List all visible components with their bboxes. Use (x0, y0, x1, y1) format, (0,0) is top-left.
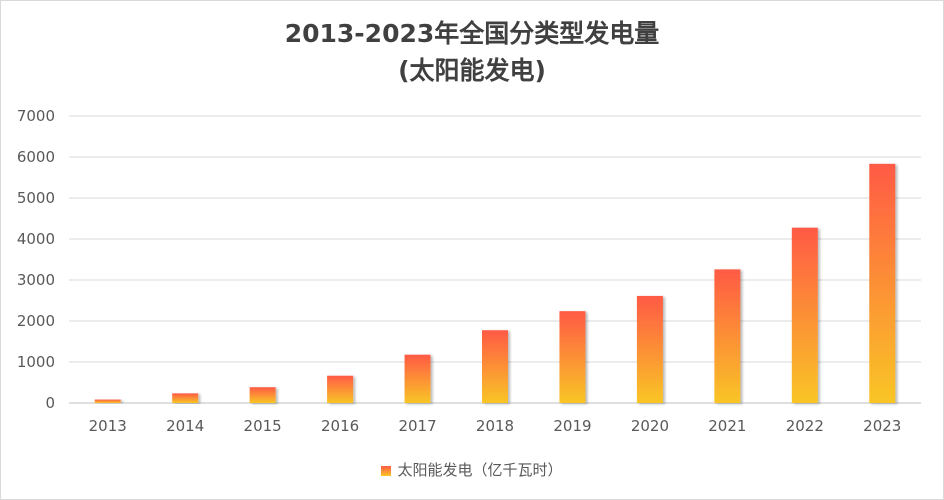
chart-title: 2013-2023年全国分类型发电量 (太阳能发电) (1, 15, 943, 89)
legend: 太阳能发电（亿千瓦时） (1, 459, 943, 480)
x-axis-ticks: 2013 2014 2015 2016 2017 2018 2019 2020 2021 2022… (89, 417, 902, 435)
x-tick-label: 2013 (89, 417, 127, 435)
y-axis-ticks: 0 1000 2000 3000 4000 5000 6000 7000 (17, 107, 55, 412)
bar-2023 (869, 163, 896, 403)
x-tick-label: 2016 (321, 417, 359, 435)
y-tick-label: 7000 (17, 107, 55, 125)
x-tick-label: 2022 (786, 417, 824, 435)
legend-label: 太阳能发电（亿千瓦时） (397, 461, 563, 479)
y-tick-label: 1000 (17, 353, 55, 371)
bar-2019 (559, 311, 586, 403)
x-tick-label: 2014 (166, 417, 204, 435)
bar-2021 (714, 269, 741, 403)
chart-title-line-1: 2013-2023年全国分类型发电量 (284, 19, 660, 48)
y-tick-label: 3000 (17, 271, 55, 289)
bar-2018 (482, 330, 508, 403)
y-tick-label: 2000 (17, 312, 55, 330)
bar-2020 (636, 295, 663, 403)
x-tick-label: 2015 (244, 417, 282, 435)
y-tick-label: 5000 (17, 189, 55, 207)
bar-2022 (791, 227, 818, 403)
x-tick-label: 2020 (631, 417, 669, 435)
x-tick-label: 2017 (398, 417, 436, 435)
chart-title-line-2: (太阳能发电) (398, 56, 546, 85)
y-tick-label: 0 (45, 394, 55, 412)
x-tick-label: 2023 (863, 417, 901, 435)
y-tick-label: 6000 (17, 148, 55, 166)
x-tick-label: 2021 (708, 417, 746, 435)
x-tick-label: 2019 (553, 417, 591, 435)
x-tick-label: 2018 (476, 417, 514, 435)
bar-2017 (404, 354, 431, 403)
bar-2016 (327, 375, 354, 403)
bar-2013 (94, 399, 121, 403)
bar-2014 (172, 393, 199, 403)
gridlines (69, 115, 921, 404)
legend-swatch (381, 465, 392, 476)
bars (94, 163, 896, 403)
bar-2015 (249, 387, 276, 403)
y-tick-label: 4000 (17, 230, 55, 248)
